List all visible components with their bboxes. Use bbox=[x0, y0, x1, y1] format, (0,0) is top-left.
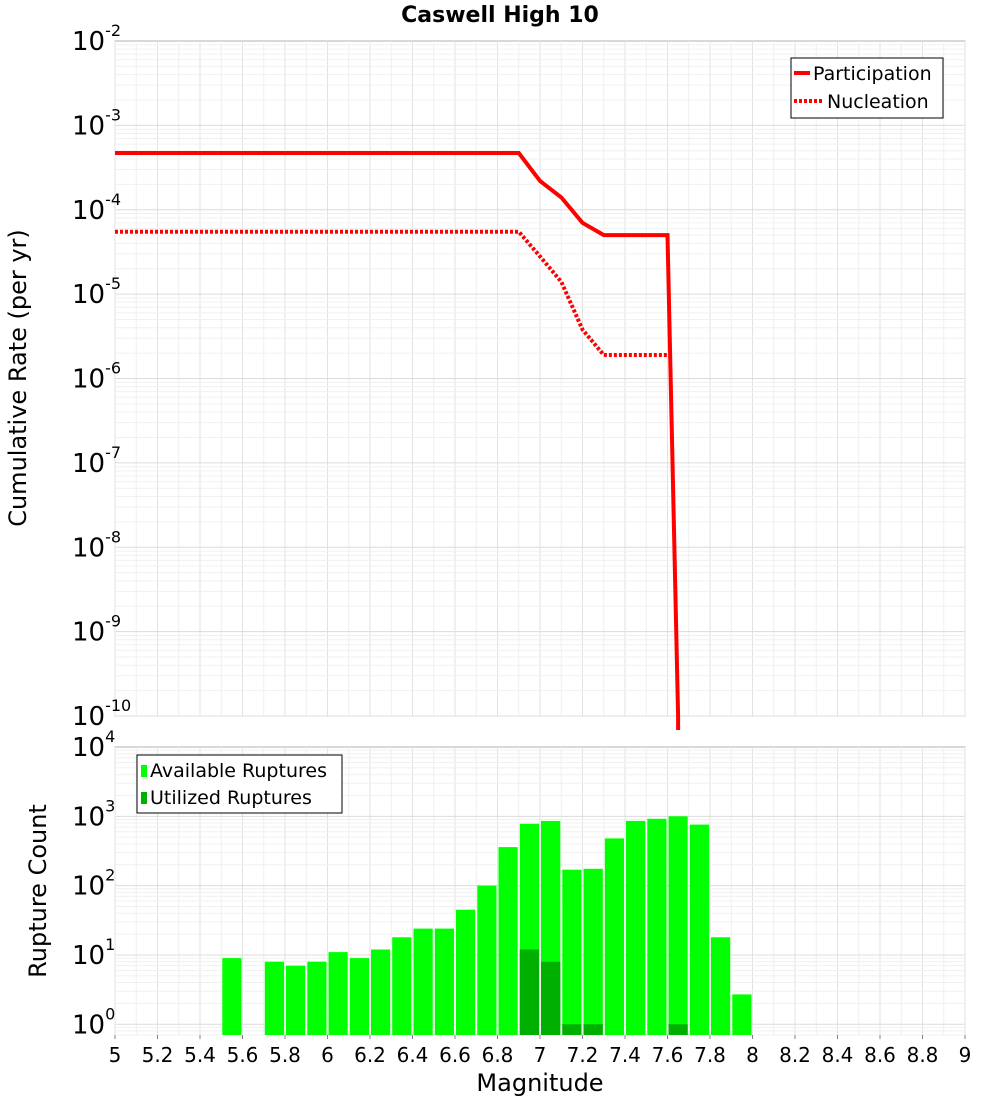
bottom-y-axis-label: Rupture Count bbox=[24, 804, 52, 978]
available-rupture-bar bbox=[477, 885, 497, 1035]
x-tick-label: 5.8 bbox=[269, 1043, 301, 1067]
available-rupture-bar bbox=[328, 952, 348, 1035]
available-rupture-bar bbox=[264, 961, 285, 1035]
x-tick-label: 8 bbox=[746, 1043, 759, 1067]
x-axis-label: Magnitude bbox=[476, 1069, 603, 1097]
available-rupture-bar bbox=[562, 869, 582, 1035]
x-tick-label: 6.8 bbox=[482, 1043, 514, 1067]
available-rupture-bar bbox=[647, 818, 667, 1035]
x-tick-label: 7.6 bbox=[652, 1043, 684, 1067]
y-tick-label: 10-7 bbox=[72, 443, 121, 479]
x-tick-label: 7.4 bbox=[609, 1043, 641, 1067]
top-legend: Participation Nucleation bbox=[790, 57, 944, 119]
legend-swatch-available bbox=[141, 765, 147, 777]
available-rupture-bar bbox=[222, 958, 242, 1035]
x-tick-label: 5 bbox=[109, 1043, 122, 1067]
x-tick-label: 8.6 bbox=[864, 1043, 896, 1067]
bottom-legend: Available Ruptures Utilized Ruptures bbox=[136, 754, 343, 814]
x-tick-label: 6.6 bbox=[439, 1043, 471, 1067]
series-line-participation bbox=[115, 151, 681, 730]
top-legend-box bbox=[790, 57, 944, 119]
utilized-rupture-bar bbox=[583, 1024, 603, 1035]
available-rupture-bar bbox=[413, 928, 433, 1035]
available-rupture-bar bbox=[498, 847, 518, 1035]
available-rupture-bar bbox=[286, 965, 306, 1035]
x-tick-label: 7.2 bbox=[567, 1043, 599, 1067]
x-tick-label: 8.8 bbox=[907, 1043, 939, 1067]
x-tick-label: 8.4 bbox=[822, 1043, 854, 1067]
available-rupture-bar bbox=[349, 958, 369, 1035]
x-tick-label: 6.2 bbox=[354, 1043, 386, 1067]
utilized-rupture-bar bbox=[668, 1024, 688, 1035]
x-tick-label: 8.2 bbox=[779, 1043, 811, 1067]
x-tick-label: 7 bbox=[534, 1043, 547, 1067]
utilized-rupture-bar bbox=[541, 961, 561, 1035]
x-tick-label: 5.2 bbox=[142, 1043, 174, 1067]
x-tick-label: 7.8 bbox=[694, 1043, 726, 1067]
available-rupture-bar bbox=[689, 824, 710, 1035]
y-tick-label: 101 bbox=[72, 935, 115, 971]
chart-title: Caswell High 10 bbox=[401, 3, 599, 28]
cumulative-rate-panel: 10-2 10-3 10-4 10-5 10-6 10-7 10-8 10-9 10-10 Cu… bbox=[4, 21, 966, 732]
bottom-grid bbox=[114, 747, 966, 1036]
legend-label-utilized: Utilized Ruptures bbox=[150, 787, 312, 809]
available-rupture-bar bbox=[583, 868, 603, 1035]
x-tick-label: 6.4 bbox=[397, 1043, 429, 1067]
y-tick-label: 104 bbox=[72, 727, 115, 763]
y-tick-label: 10-10 bbox=[72, 696, 131, 732]
y-tick-label: 10-8 bbox=[72, 527, 121, 563]
available-rupture-bar bbox=[732, 994, 752, 1035]
y-tick-label: 10-5 bbox=[72, 274, 121, 310]
x-tick-label: 5.4 bbox=[184, 1043, 216, 1067]
x-tick-label: 5.6 bbox=[227, 1043, 259, 1067]
y-tick-label: 100 bbox=[72, 1004, 115, 1040]
y-tick-label: 10-4 bbox=[72, 190, 121, 226]
y-tick-label: 102 bbox=[72, 866, 115, 902]
bottom-y-tick-labels: 104 103 102 101 100 bbox=[72, 727, 115, 1040]
rupture-count-panel: 104 103 102 101 100 5 5.2 5.4 5.6 5.8 6 6.2 6.4 6.6 6… bbox=[24, 727, 971, 1097]
legend-swatch-utilized bbox=[141, 792, 147, 804]
y-tick-label: 103 bbox=[72, 796, 115, 832]
available-rupture-bar bbox=[711, 937, 731, 1035]
utilized-rupture-bar bbox=[562, 1024, 582, 1035]
available-rupture-bar bbox=[371, 949, 391, 1035]
y-tick-label: 10-2 bbox=[72, 21, 121, 57]
available-rupture-bar bbox=[668, 816, 688, 1035]
available-rupture-bar bbox=[456, 909, 476, 1035]
available-rupture-bar bbox=[392, 937, 412, 1035]
rate-curves bbox=[115, 151, 681, 730]
legend-label-available: Available Ruptures bbox=[150, 760, 327, 782]
x-tick-label: 6 bbox=[321, 1043, 334, 1067]
available-rupture-bar bbox=[434, 928, 454, 1035]
top-grid bbox=[114, 41, 966, 717]
x-tick-labels: 5 5.2 5.4 5.6 5.8 6 6.2 6.4 6.6 6.8 7 7.2 7.4 7.6 7.8 8… bbox=[109, 1035, 972, 1067]
top-y-tick-labels: 10-2 10-3 10-4 10-5 10-6 10-7 10-8 10-9 10-10 bbox=[72, 21, 131, 732]
rupture-bars bbox=[222, 816, 752, 1035]
bottom-legend-box bbox=[136, 754, 343, 814]
x-tick-label: 9 bbox=[959, 1043, 972, 1067]
available-rupture-bar bbox=[307, 961, 327, 1035]
y-tick-label: 10-3 bbox=[72, 105, 121, 141]
top-y-axis-label: Cumulative Rate (per yr) bbox=[4, 229, 32, 527]
y-tick-label: 10-9 bbox=[72, 612, 121, 648]
y-tick-label: 10-6 bbox=[72, 359, 121, 395]
legend-label-nucleation: Nucleation bbox=[827, 91, 929, 113]
available-rupture-bar bbox=[626, 820, 646, 1035]
legend-label-participation: Participation bbox=[813, 63, 932, 85]
available-rupture-bar bbox=[604, 838, 624, 1035]
utilized-rupture-bar bbox=[519, 949, 540, 1035]
